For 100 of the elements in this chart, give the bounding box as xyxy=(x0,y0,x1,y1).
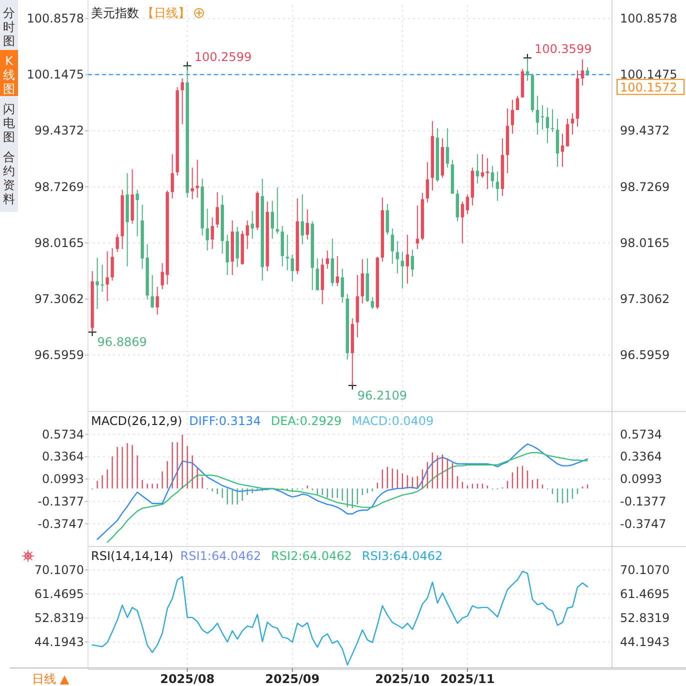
candlestick xyxy=(490,166,494,188)
y2-tick-label: 0.5734 xyxy=(620,427,662,442)
candlestick xyxy=(466,194,470,215)
candlestick xyxy=(216,192,219,228)
y-tick-label: 44.1943 xyxy=(34,634,84,649)
y2-tick-label: 44.1943 xyxy=(620,634,670,649)
candlestick xyxy=(386,203,390,236)
text: 闪电图 xyxy=(3,102,15,144)
y2-tick-label: 98.7269 xyxy=(620,180,670,194)
y-tick-label: 0.0993 xyxy=(42,472,84,486)
candlestick xyxy=(550,108,554,133)
y-tick-label: 0.5734 xyxy=(42,427,84,442)
candlestick xyxy=(460,201,464,244)
candlestick xyxy=(456,189,460,222)
candlestick xyxy=(136,189,139,237)
y2-tick-label: 52.8319 xyxy=(620,610,670,625)
candlestick xyxy=(290,254,294,282)
y2-tick-label: 61.4695 xyxy=(620,586,670,601)
candlestick xyxy=(190,167,194,200)
chart-title: RSI(14,14,14) xyxy=(91,549,174,563)
candlestick xyxy=(206,208,209,252)
candlestick xyxy=(566,118,570,147)
chart-title: MACD(26,12,9) xyxy=(91,414,182,428)
candlestick xyxy=(370,296,374,310)
candlestick xyxy=(286,234,289,271)
candlestick xyxy=(516,95,520,110)
chart-title: 美元指数 xyxy=(91,6,139,20)
text: 分时图 xyxy=(3,6,15,48)
candlestick xyxy=(426,162,430,203)
candlestick xyxy=(540,104,544,130)
candlestick xyxy=(276,186,279,234)
x-tick-label: 2025/10 xyxy=(375,672,430,686)
y2-tick-label: 0.0993 xyxy=(620,472,662,486)
candlestick xyxy=(270,200,274,240)
text: DEA:0.2929 xyxy=(270,414,342,428)
y-tick-label: 96.5959 xyxy=(34,348,84,362)
y-tick-label: 100.1475 xyxy=(26,68,84,82)
series-label: RSI3:64.0462 xyxy=(362,549,443,563)
y-tick-label: 99.4372 xyxy=(34,124,84,138)
candlestick xyxy=(250,210,254,240)
candlestick xyxy=(556,118,560,168)
annotation: 96.8869 xyxy=(97,335,147,350)
y2-tick-label: 99.4372 xyxy=(620,124,670,138)
candlestick xyxy=(340,268,344,304)
y-tick-label: 97.3062 xyxy=(34,292,84,306)
y2-tick-label: -0.3747 xyxy=(620,516,666,531)
candlestick xyxy=(580,58,584,86)
candlestick xyxy=(480,154,484,178)
candlestick xyxy=(496,171,500,202)
y2-tick-label: 97.3062 xyxy=(620,292,670,306)
candlestick xyxy=(406,234,410,284)
candlestick xyxy=(410,249,414,278)
line-series xyxy=(92,570,588,666)
text: 日线 ▲ xyxy=(32,672,70,686)
y-tick-label: 98.0165 xyxy=(34,236,84,250)
candlestick xyxy=(390,228,394,264)
candlestick xyxy=(416,205,420,250)
candlestick xyxy=(546,107,550,144)
text: K线图 xyxy=(3,54,15,96)
candlestick xyxy=(446,128,450,168)
text: MACD:0.0409 xyxy=(352,414,434,428)
candlestick xyxy=(396,240,400,274)
annotation: 100.2599 xyxy=(194,50,252,64)
candlestick xyxy=(300,194,304,245)
candlestick xyxy=(306,208,309,240)
y2-tick-label: 100.1475 xyxy=(620,68,678,82)
y-tick-label: 100.8578 xyxy=(26,12,84,26)
legend-label: RSI2:64.0462 xyxy=(271,549,352,563)
candlestick xyxy=(196,159,199,198)
candlestick xyxy=(560,133,564,168)
candlestick xyxy=(400,252,404,289)
text: 合约资料 xyxy=(3,150,15,206)
x-tick-label: 2025/11 xyxy=(440,672,495,686)
candlestick xyxy=(210,216,214,250)
chart-subtitle: 【日线】 xyxy=(142,6,190,20)
legend-label: RSI1:64.0462 xyxy=(180,549,262,563)
x-tick-label: 2025/08 xyxy=(160,672,215,686)
y2-tick-label: 100.8578 xyxy=(620,12,678,26)
candlestick xyxy=(316,258,319,292)
candlestick xyxy=(570,112,574,135)
y-tick-label: 70.1070 xyxy=(34,562,84,577)
y2-tick-label: -0.1377 xyxy=(620,494,666,508)
candlestick xyxy=(336,256,339,287)
y-tick-label: -0.3747 xyxy=(38,516,84,531)
text: DIFF:0.3134 xyxy=(189,414,261,428)
candlestick xyxy=(156,286,159,315)
y2-tick-label: 70.1070 xyxy=(620,562,670,577)
y-tick-label: 0.3364 xyxy=(42,450,84,464)
candlestick xyxy=(226,234,229,276)
candlestick xyxy=(246,220,249,250)
y-tick-label: -0.1377 xyxy=(38,494,84,508)
annotation: 96.2109 xyxy=(357,388,408,402)
candlestick xyxy=(106,250,109,302)
y-tick-label: 52.8319 xyxy=(34,610,84,625)
y2-tick-label: 96.5959 xyxy=(620,348,670,362)
candlestick xyxy=(510,99,514,134)
x-tick-label: 2025/09 xyxy=(265,672,320,686)
candlestick xyxy=(326,250,329,270)
annotation: 100.3599 xyxy=(534,42,592,56)
candlestick xyxy=(110,248,114,282)
